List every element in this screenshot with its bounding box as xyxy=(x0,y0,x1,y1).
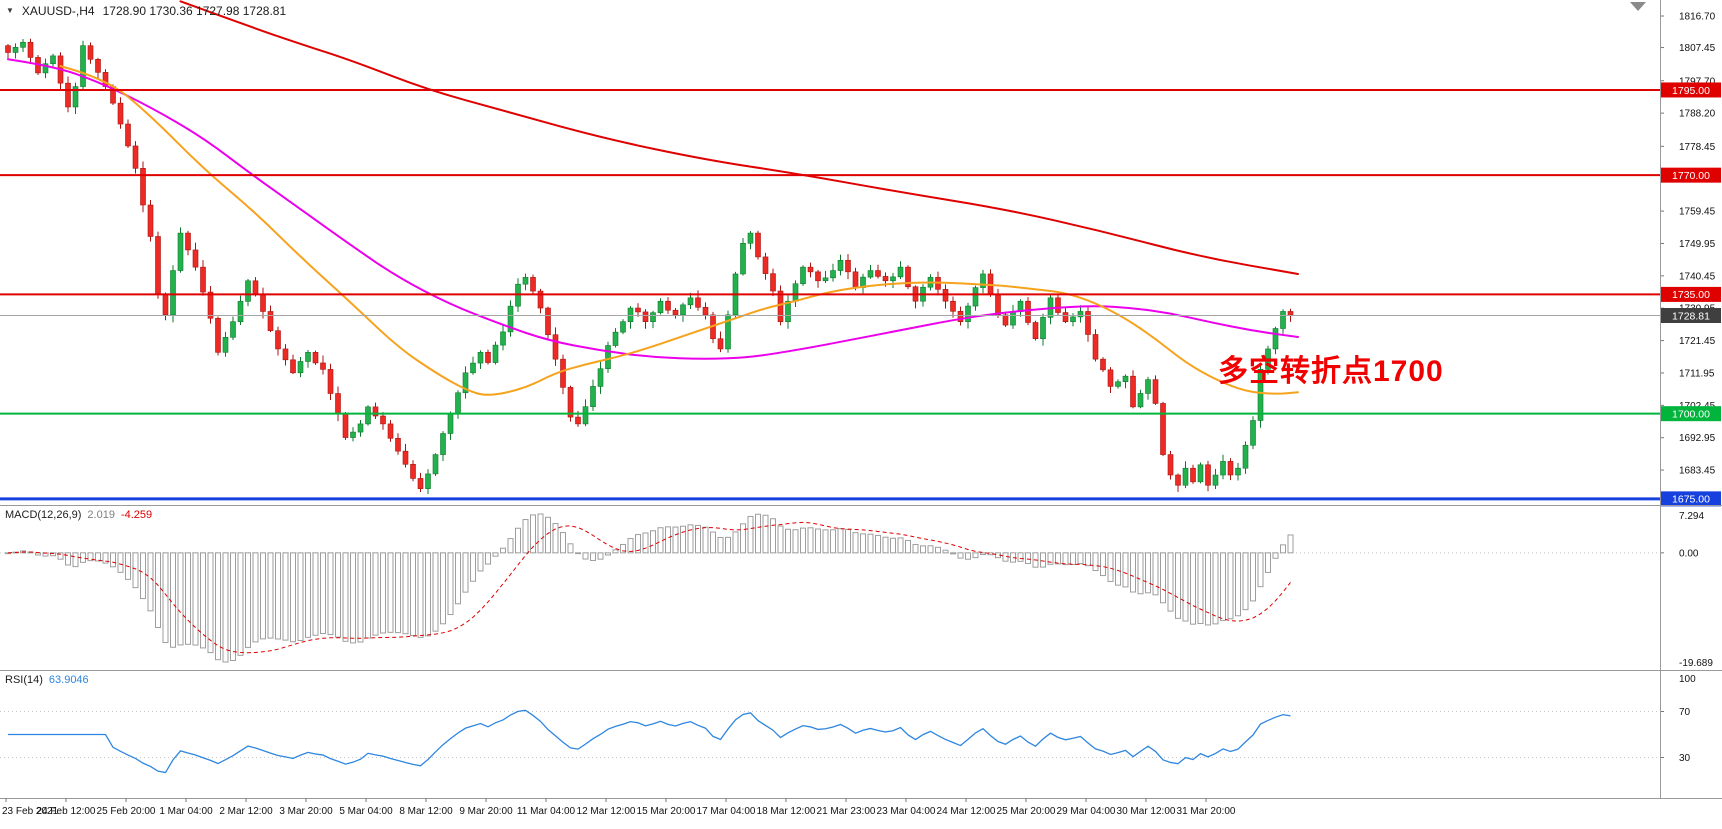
rsi-indicator-label: RSI(14) 63.9046 xyxy=(5,674,95,686)
time-tick-label: 30 Mar 12:00 xyxy=(1117,806,1176,817)
ma-slow-red[interactable] xyxy=(179,0,1299,275)
chart-symbol-period: XAUUSD-,H4 xyxy=(21,4,95,18)
rsi-name: RSI(14) xyxy=(5,674,43,686)
price-tick-label: 1807.45 xyxy=(1679,43,1716,54)
price-tag-1770.00 xyxy=(1661,167,1721,183)
chart-shift-marker-icon[interactable] xyxy=(1630,2,1646,11)
price-tick-label: 1788.20 xyxy=(1679,109,1716,120)
time-tick-label: 9 Mar 20:00 xyxy=(459,806,513,817)
svg-text:1700.00: 1700.00 xyxy=(1672,408,1710,420)
time-tick-label: 23 Feb 2021 xyxy=(2,806,59,817)
rsi-line xyxy=(8,709,1291,774)
macd-axis-max: 7.294 xyxy=(1679,511,1704,522)
svg-text:1735.00: 1735.00 xyxy=(1672,289,1710,301)
time-tick-label: 2 Mar 12:00 xyxy=(219,806,273,817)
rsi-panel-layer[interactable] xyxy=(0,709,1660,774)
time-tick-label: 18 Mar 12:00 xyxy=(757,806,816,817)
time-tick-label: 5 Mar 04:00 xyxy=(339,806,393,817)
macd-panel-layer[interactable] xyxy=(0,513,1660,663)
macd-axis-min: -19.689 xyxy=(1679,658,1713,669)
price-tick-label: 1778.45 xyxy=(1679,142,1716,153)
time-tick-label: 21 Mar 23:00 xyxy=(817,806,876,817)
rsi-axis-100: 100 xyxy=(1679,674,1696,685)
time-tick-label: 31 Mar 20:00 xyxy=(1177,806,1236,817)
time-tick-label: 23 Mar 04:00 xyxy=(877,806,936,817)
time-tick-label: 24 Mar 12:00 xyxy=(937,806,996,817)
macd-axis-zero: 0.00 xyxy=(1679,548,1699,559)
price-tick-label: 1721.45 xyxy=(1679,336,1716,347)
macd-histogram xyxy=(5,513,1294,663)
macd-signal-value: -4.259 xyxy=(120,509,153,521)
rsi-axis-30: 30 xyxy=(1679,753,1691,764)
price-tag-1700.00 xyxy=(1661,406,1721,422)
macd-name: MACD(12,26,9) xyxy=(5,509,82,521)
rsi-axis-70: 70 xyxy=(1679,707,1691,718)
price-axis[interactable]: 1816.70 1807.45 1797.70 1788.20 1778.45 1759.… xyxy=(1660,12,1721,507)
svg-text:1795.00: 1795.00 xyxy=(1672,85,1710,97)
price-tick-label: 1740.45 xyxy=(1679,271,1716,282)
chart-annotation-text[interactable]: 多空转折点1700 xyxy=(1218,355,1444,388)
price-tick-label: 1759.45 xyxy=(1679,207,1716,218)
symbol-dropdown-icon[interactable]: ▼ xyxy=(6,6,14,15)
time-tick-label: 8 Mar 12:00 xyxy=(399,806,453,817)
time-tick-label: 11 Mar 04:00 xyxy=(517,806,576,817)
price-tag-1795.00 xyxy=(1661,82,1721,98)
price-tick-label: 1692.95 xyxy=(1679,433,1716,444)
price-tag-1675.00 xyxy=(1661,491,1721,507)
svg-text:1675.00: 1675.00 xyxy=(1672,494,1710,506)
price-tick-label: 1711.95 xyxy=(1679,368,1715,379)
price-tick-label: 1749.95 xyxy=(1679,239,1716,250)
macd-main-value: 2.019 xyxy=(87,509,115,521)
price-panel-layer xyxy=(0,0,1660,501)
svg-text:1770.00: 1770.00 xyxy=(1672,170,1710,182)
rsi-value: 63.9046 xyxy=(48,674,89,686)
time-tick-label: 1 Mar 04:00 xyxy=(159,806,213,817)
time-tick-label: 24 Feb 12:00 xyxy=(37,806,96,817)
time-tick-label: 29 Mar 04:00 xyxy=(1057,806,1116,817)
price-tick-label: 1683.45 xyxy=(1679,466,1716,477)
macd-signal-line xyxy=(7,521,1291,654)
time-tick-label: 17 Mar 04:00 xyxy=(697,806,756,817)
macd-indicator-label: MACD(12,26,9) 2.019 -4.259 xyxy=(5,509,158,521)
chart-title: ▼ XAUUSD-,H4 1728.90 1730.36 1727.98 172… xyxy=(6,4,286,18)
time-tick-label: 25 Mar 20:00 xyxy=(997,806,1056,817)
ma-medium-magenta[interactable] xyxy=(7,58,1299,360)
time-tick-label: 3 Mar 20:00 xyxy=(279,806,333,817)
price-tick-label: 1797.70 xyxy=(1679,76,1716,87)
price-tag-1728.81 xyxy=(1661,308,1721,324)
price-tick-label: 1816.70 xyxy=(1679,12,1716,23)
price-tag-1735.00 xyxy=(1661,286,1721,302)
chart-ohlc-values: 1728.90 1730.36 1727.98 1728.81 xyxy=(102,4,287,18)
time-tick-label: 15 Mar 20:00 xyxy=(637,806,696,817)
svg-text:1728.81: 1728.81 xyxy=(1672,310,1710,322)
time-tick-label: 25 Feb 20:00 xyxy=(97,806,156,817)
time-tick-label: 12 Mar 12:00 xyxy=(577,806,636,817)
